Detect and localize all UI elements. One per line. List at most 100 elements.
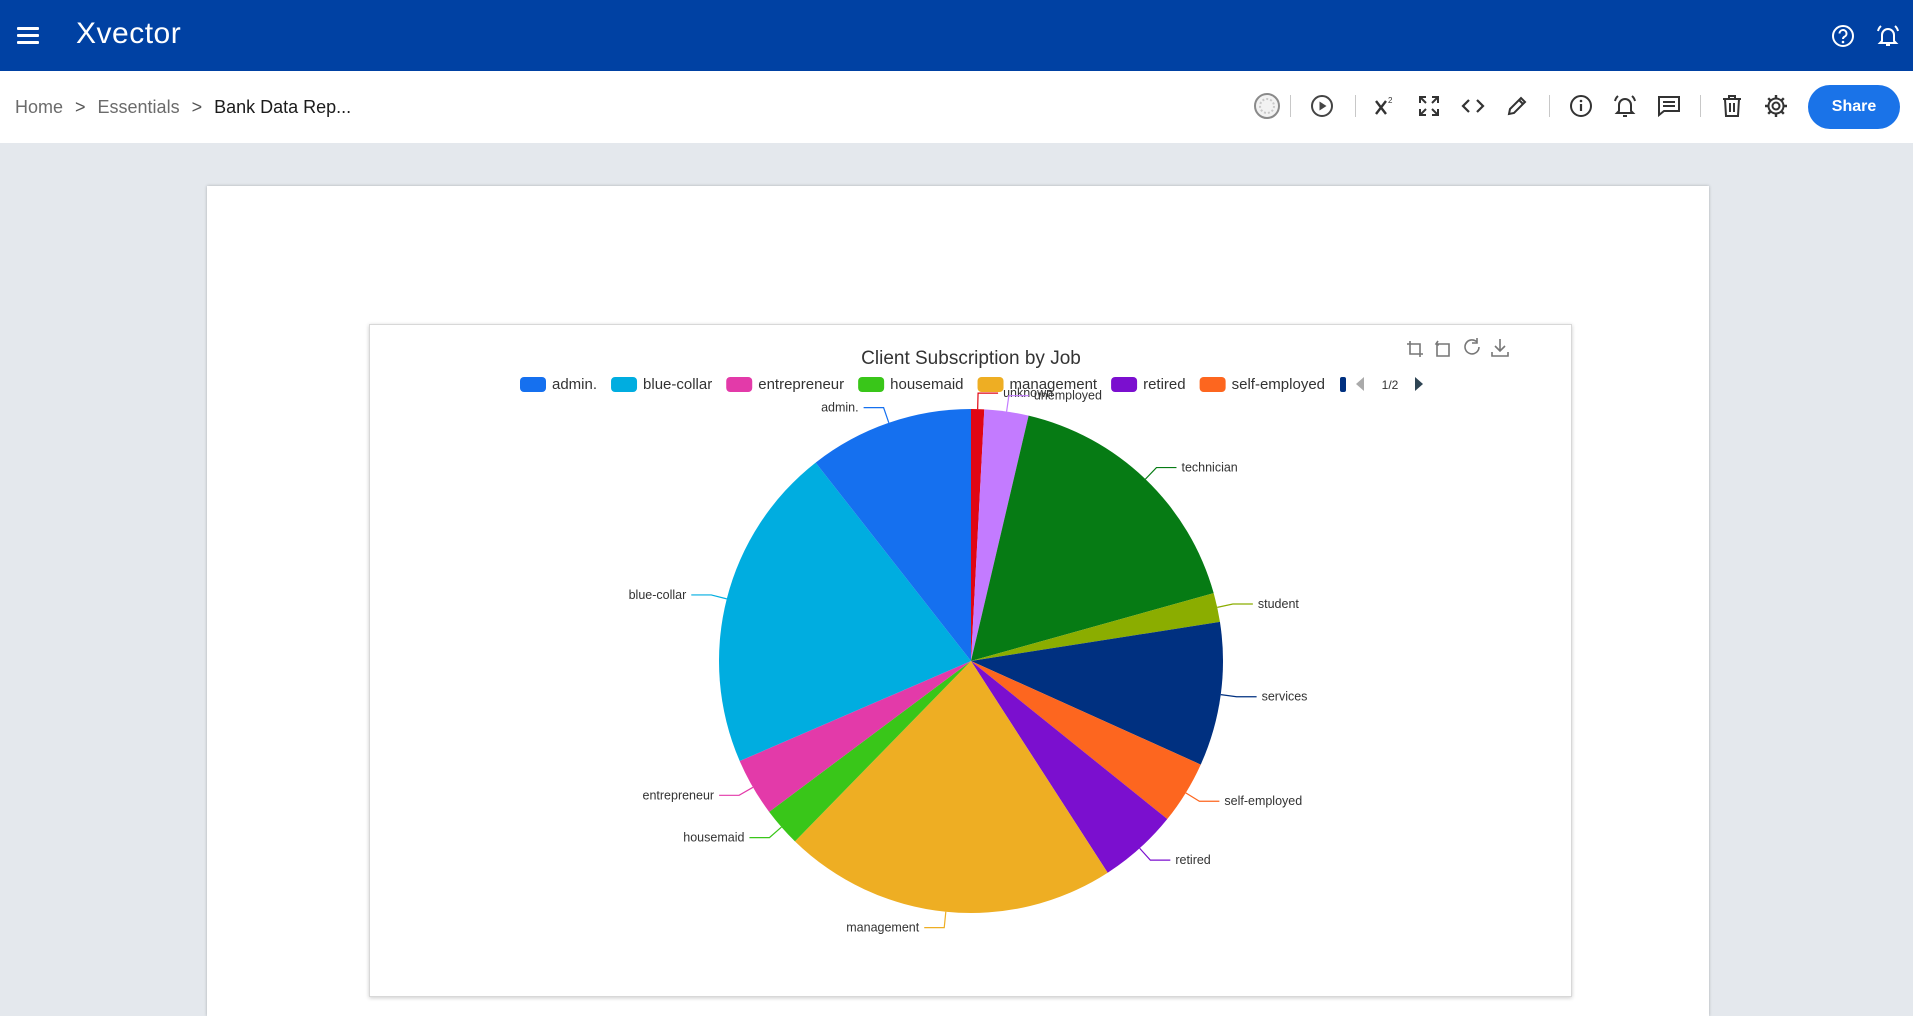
report-toolbar: Home > Essentials > Bank Data Rep... 2 S…	[0, 71, 1913, 143]
pie-label-retired: retired	[1175, 853, 1210, 867]
menu-icon[interactable]	[17, 25, 41, 45]
pie-slice-self-employed[interactable]	[971, 661, 1201, 820]
gear-icon[interactable]	[1761, 91, 1791, 121]
pie-slice-technician[interactable]	[971, 415, 1214, 661]
legend-item-self-employed[interactable]: self-employed	[1199, 376, 1325, 393]
legend-item-admin[interactable]: admin.	[520, 376, 597, 393]
legend-swatch	[520, 377, 546, 392]
legend-item-retired[interactable]: retired	[1111, 376, 1186, 393]
expand-icon[interactable]	[1414, 91, 1444, 121]
legend-swatch	[611, 377, 638, 392]
legend-label: self-employed	[1232, 376, 1325, 393]
legend-prev-icon[interactable]	[1356, 377, 1364, 391]
legend-item-blue-collar[interactable]: blue-collar	[611, 376, 712, 393]
breadcrumb-separator: >	[191, 97, 203, 117]
pie-slices	[719, 409, 1223, 913]
pie-leader-student	[1217, 603, 1253, 608]
alarm-icon[interactable]	[1610, 91, 1640, 121]
pie-chart: Client Subscription by Job admin. blue-co…	[520, 338, 1509, 935]
toolbar-divider	[1700, 95, 1701, 117]
legend-item-entrepreneur[interactable]: entrepreneur	[726, 376, 844, 393]
toolbar-divider	[1549, 95, 1550, 117]
pie-label-entrepreneur: entrepreneur	[643, 788, 715, 802]
legend-item-housemaid[interactable]: housemaid	[858, 376, 964, 393]
pie-label-unemployed: unemployed	[1034, 389, 1102, 403]
breadcrumb: Home > Essentials > Bank Data Rep...	[15, 97, 351, 118]
legend-swatch	[726, 377, 753, 392]
pie-label-management: management	[846, 921, 919, 935]
superscript-icon[interactable]: 2	[1370, 91, 1400, 121]
legend-page-indicator: 1/2	[1382, 378, 1399, 392]
pie-slice-housemaid[interactable]	[769, 661, 971, 842]
legend-label: housemaid	[890, 376, 963, 393]
pie-slice-admin[interactable]	[815, 409, 971, 661]
svg-text:2: 2	[1388, 96, 1393, 105]
pie-slice-unemployed[interactable]	[971, 409, 1029, 661]
toolbar-divider	[1355, 95, 1356, 117]
play-icon[interactable]	[1307, 91, 1337, 121]
pie-label-student: student	[1258, 597, 1300, 611]
pie-leader-unemployed	[1006, 395, 1029, 412]
legend-swatch-clipped	[1340, 377, 1346, 392]
pie-leader-retired	[1139, 847, 1171, 861]
legend-swatch	[1199, 377, 1226, 392]
legend-label: retired	[1143, 376, 1186, 393]
legend-swatch	[858, 377, 885, 392]
pie-slice-retired[interactable]	[971, 661, 1168, 873]
pie-leader-self-employed	[1185, 792, 1220, 802]
pie-leader-services	[1220, 694, 1257, 698]
legend-swatch	[977, 377, 1004, 392]
pie-leader-admin	[863, 407, 890, 423]
legend-swatch	[1111, 377, 1138, 392]
breadcrumb-current: Bank Data Rep...	[214, 97, 352, 117]
pie-slice-entrepreneur[interactable]	[739, 661, 971, 812]
zoom-reset-icon[interactable]	[1434, 340, 1450, 357]
download-icon[interactable]	[1491, 339, 1509, 357]
pie-label-unknown: unknown	[1003, 386, 1053, 400]
breadcrumb-separator: >	[75, 97, 86, 117]
pencil-icon[interactable]	[1502, 91, 1532, 121]
share-button[interactable]: Share	[1808, 85, 1900, 129]
legend-pager: 1/2	[1356, 377, 1423, 392]
pie-label-services: services	[1262, 690, 1308, 704]
legend-label: admin.	[552, 376, 597, 393]
pie-leader-housemaid	[749, 826, 782, 839]
pie-slice-student[interactable]	[971, 593, 1220, 661]
refresh-icon[interactable]	[1464, 338, 1480, 355]
legend-item-management[interactable]: management	[977, 376, 1098, 393]
chart-legend: admin. blue-collar entrepreneur housemaid ma…	[520, 376, 1346, 393]
comment-icon[interactable]	[1654, 91, 1684, 121]
pie-label-self-employed: self-employed	[1224, 794, 1302, 808]
chart-card: Client Subscription by Job admin. blue-co…	[369, 324, 1572, 997]
pie-leader-entrepreneur	[719, 786, 754, 796]
legend-label: blue-collar	[643, 376, 712, 393]
pie-label-admin: admin.	[821, 401, 859, 415]
bell-icon[interactable]	[1874, 22, 1902, 50]
status-icon[interactable]	[1252, 91, 1282, 121]
app-logo[interactable]: Xvector	[76, 17, 182, 50]
pie-leader-management	[924, 911, 947, 929]
code-icon[interactable]	[1458, 91, 1488, 121]
trash-icon[interactable]	[1717, 91, 1747, 121]
legend-next-icon[interactable]	[1415, 377, 1423, 391]
pie-label-housemaid: housemaid	[683, 831, 744, 845]
pie-slice-unknown[interactable]	[971, 409, 985, 661]
zoom-select-icon[interactable]	[1407, 341, 1423, 357]
pie-slice-management[interactable]	[794, 661, 1108, 913]
chart-title: Client Subscription by Job	[861, 348, 1081, 369]
top-bar: Xvector	[0, 0, 1913, 71]
legend-label: management	[1010, 376, 1098, 393]
breadcrumb-home[interactable]: Home	[15, 97, 64, 117]
legend-label: entrepreneur	[758, 376, 844, 393]
info-icon[interactable]	[1566, 91, 1596, 121]
pie-leader-unknown	[977, 392, 999, 410]
pie-slice-blue-collar[interactable]	[719, 462, 971, 762]
help-icon[interactable]	[1829, 22, 1857, 50]
breadcrumb-essentials[interactable]: Essentials	[97, 97, 180, 117]
pie-slice-services[interactable]	[971, 621, 1223, 765]
toolbar-divider	[1290, 95, 1291, 117]
pie-label-technician: technician	[1181, 461, 1237, 475]
pie-leader-technician	[1144, 466, 1177, 480]
pie-label-blue-collar: blue-collar	[629, 588, 687, 602]
